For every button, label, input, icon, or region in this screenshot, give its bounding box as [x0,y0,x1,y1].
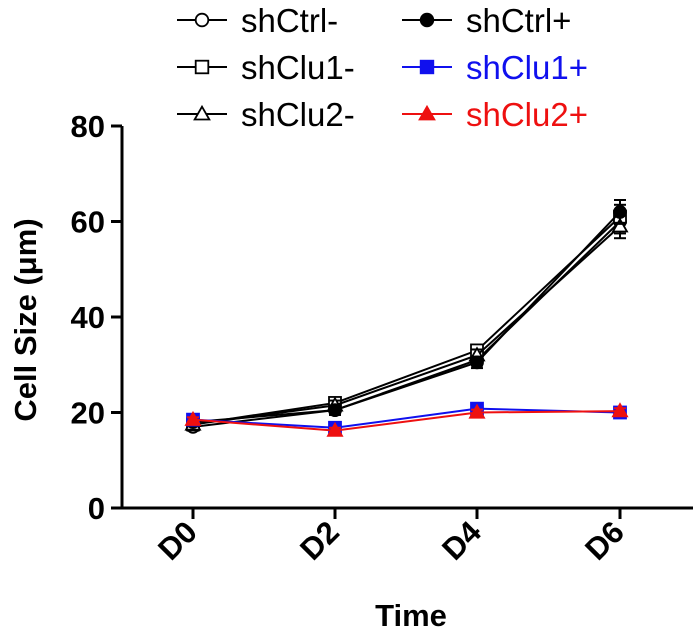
data-point [326,421,344,437]
y-axis-title: Cell Size (μm) [8,218,43,421]
series-shClu1+ [186,401,627,435]
legend-item: shClu2- [177,96,355,133]
data-point [184,410,202,426]
series-shClu2- [184,213,629,431]
series-line [192,220,621,428]
data-point [328,403,342,418]
data-point [611,217,629,233]
data-point [470,355,484,370]
legend-marker [418,104,436,121]
y-tick-label: 80 [71,109,105,144]
y-tick-label: 0 [88,491,105,526]
data-point [613,205,627,219]
legend-label: shClu1+ [466,49,588,86]
legend-item: shClu1- [177,49,355,86]
legend-label: shClu2+ [466,96,588,133]
legend-marker [419,59,435,75]
series-shClu1- [186,203,627,432]
legend-item: shClu1+ [402,49,588,86]
legend-label: shCtrl- [241,2,338,39]
series-group [184,199,629,437]
series-line [192,225,621,426]
x-axis-title: Time [375,598,447,633]
legend-label: shClu1- [241,49,355,86]
series-line [192,211,621,424]
series-shClu2+ [184,402,629,437]
axes: 0 20 40 60 80 D0 D2 D4 D6 [71,109,693,567]
x-tick-label: D2 [293,514,346,567]
legend-marker [194,59,210,75]
series-line [192,410,621,432]
legend-label: shClu2- [241,96,355,133]
y-tick-label: 20 [71,396,105,431]
data-point [468,403,486,419]
y-tick-label: 60 [71,205,105,240]
legend-item: shClu2+ [402,96,588,133]
legend-marker [419,12,435,28]
data-point [611,402,629,418]
x-tick-label: D4 [435,514,488,567]
y-tick-label: 40 [71,300,105,335]
legend: shCtrl-shClu1- shClu2- shCtrl+ shClu1+ shClu… [177,2,588,133]
legend-label: shCtrl+ [466,2,571,39]
series-shCtrl+ [186,199,627,429]
legend-marker [193,104,211,121]
series-shCtrl- [186,208,627,434]
legend-item: shCtrl+ [402,2,571,39]
x-tick-label: D0 [151,514,204,567]
series-line [192,407,621,429]
legend-item: shCtrl- [177,2,338,39]
legend-marker [194,12,210,28]
x-tick-label: D6 [578,514,631,567]
series-line [192,215,621,426]
